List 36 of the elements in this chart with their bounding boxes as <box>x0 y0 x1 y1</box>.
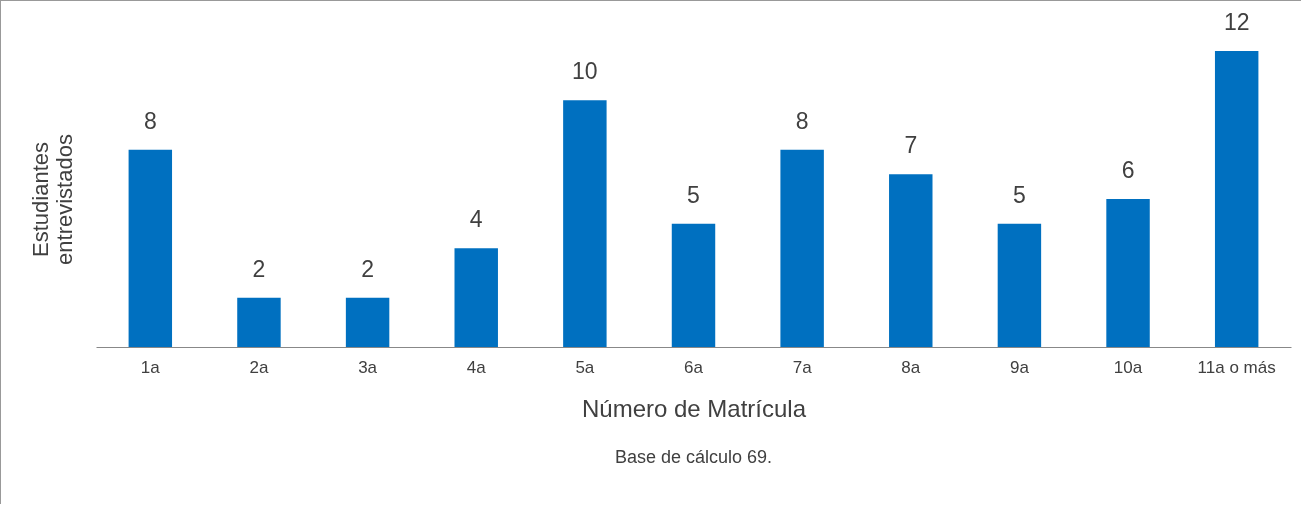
x-tick-label: 8a <box>901 357 921 377</box>
y-axis-title: Estudiantes entrevistados <box>27 134 77 265</box>
data-label: 6 <box>1121 157 1135 183</box>
bar <box>1214 51 1259 347</box>
x-tick-label: 6a <box>684 357 704 377</box>
data-label: 7 <box>904 132 918 159</box>
bar <box>237 297 281 347</box>
x-tick-label: 4a <box>466 357 487 377</box>
data-label: 2 <box>361 255 374 282</box>
x-axis-title: Número de Matrícula <box>581 394 807 422</box>
x-tick-label: 3a <box>358 357 378 377</box>
x-tick-label: 11a o más <box>1197 357 1276 377</box>
data-label: 12 <box>1223 9 1250 35</box>
bar <box>997 223 1042 347</box>
bar <box>454 248 498 347</box>
x-tick-label: 5a <box>575 357 595 377</box>
x-tick-label: 7a <box>792 357 813 377</box>
data-label: 2 <box>252 255 266 282</box>
bar <box>1106 199 1150 347</box>
x-tick-label: 10a <box>1113 357 1143 377</box>
x-tick-label: 9a <box>1009 357 1030 377</box>
data-label: 10 <box>572 58 598 85</box>
data-label: 8 <box>795 107 809 134</box>
x-tick-label: 2a <box>249 357 269 377</box>
data-label: 5 <box>1013 181 1026 208</box>
text: Base de cálculo 69. <box>614 447 773 467</box>
bar <box>671 223 716 347</box>
data-label: 8 <box>143 107 157 134</box>
bar <box>345 297 390 347</box>
bar <box>889 174 933 347</box>
data-label: 5 <box>687 181 700 208</box>
bar <box>128 149 173 347</box>
x-tick-label: 1a <box>140 357 161 377</box>
data-label: 4 <box>469 206 483 233</box>
bar <box>780 149 824 347</box>
bar <box>563 100 607 347</box>
